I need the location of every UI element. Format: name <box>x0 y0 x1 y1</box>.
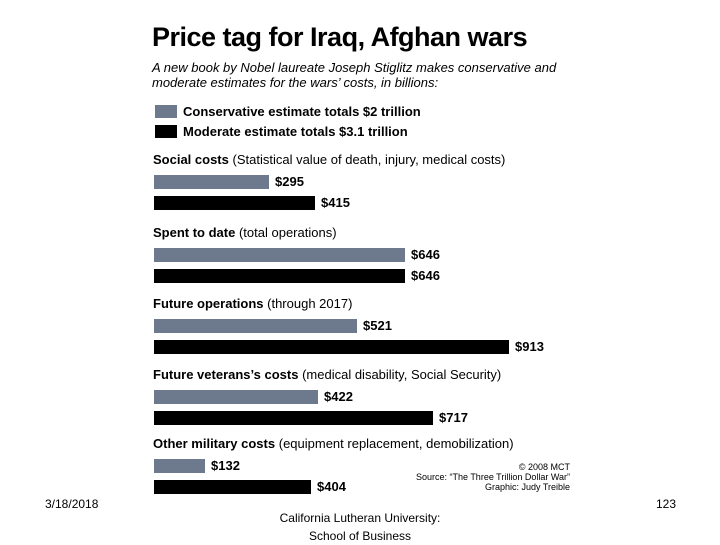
legend-swatch-conservative <box>155 104 177 118</box>
legend-item-conservative: Conservative estimate totals $2 trillion <box>155 103 421 119</box>
category-label: Spent to date (total operations) <box>153 225 337 240</box>
data-label-conservative: $132 <box>211 458 240 473</box>
data-label-conservative: $295 <box>275 174 304 189</box>
category-detail: (medical disability, Social Security) <box>302 367 502 382</box>
bar-conservative <box>154 248 405 262</box>
category-label: Future operations (through 2017) <box>153 296 352 311</box>
legend-swatch-moderate <box>155 124 177 138</box>
category-label: Future veterans’s costs (medical disabil… <box>153 367 501 382</box>
category-name: Future veterans’s costs <box>153 367 299 382</box>
chart-title: Price tag for Iraq, Afghan wars <box>152 22 528 52</box>
category-name: Social costs <box>153 152 229 167</box>
bar-moderate <box>154 269 405 283</box>
bar-conservative <box>154 319 357 333</box>
category-detail: (equipment replacement, demobilization) <box>278 436 514 451</box>
bar-conservative <box>154 175 269 189</box>
category-label: Other military costs (equipment replacem… <box>153 436 514 451</box>
category-label: Social costs (Statistical value of death… <box>153 152 505 167</box>
data-label-moderate: $717 <box>439 410 468 425</box>
bar-conservative <box>154 390 318 404</box>
footer-date: 3/18/2018 <box>45 497 99 511</box>
category-detail: (through 2017) <box>267 296 353 311</box>
data-label-conservative: $646 <box>411 247 440 262</box>
chart-credit: © 2008 MCT Source: “The Three Trillion D… <box>416 462 570 492</box>
source-text: Source: “The Three Trillion Dollar War” <box>415 472 570 482</box>
bar-moderate <box>154 480 311 494</box>
category-detail: (total operations) <box>238 225 337 240</box>
chart-subtitle: A new book by Nobel laureate Joseph Stig… <box>152 60 557 90</box>
page-number: 123 <box>655 497 676 511</box>
category-detail: (Statistical value of death, injury, med… <box>232 152 506 167</box>
data-label-moderate: $415 <box>321 195 350 210</box>
legend-item-moderate: Moderate estimate totals $3.1 trillion <box>155 123 408 139</box>
legend-label-conservative: Conservative estimate totals $2 trillion <box>183 103 421 119</box>
bar-conservative <box>154 459 205 473</box>
data-label-moderate: $913 <box>515 339 544 354</box>
bar-moderate <box>154 411 433 425</box>
bar-moderate <box>154 196 315 210</box>
data-label-moderate: $404 <box>317 479 346 494</box>
data-label-conservative: $422 <box>324 389 353 404</box>
data-label-moderate: $646 <box>411 268 440 283</box>
graphic-credit-text: Graphic: Judy Treible <box>484 482 570 492</box>
footer-org-line1: California Lutheran University: <box>279 511 441 525</box>
copyright-text: © 2008 MCT <box>518 462 570 472</box>
bar-moderate <box>154 340 509 354</box>
category-name: Spent to date <box>153 225 236 240</box>
data-label-conservative: $521 <box>363 318 392 333</box>
footer-org-line2: School of Business <box>308 529 412 543</box>
category-name: Other military costs <box>153 436 276 451</box>
legend-label-moderate: Moderate estimate totals $3.1 trillion <box>183 123 408 139</box>
category-name: Future operations <box>153 296 264 311</box>
